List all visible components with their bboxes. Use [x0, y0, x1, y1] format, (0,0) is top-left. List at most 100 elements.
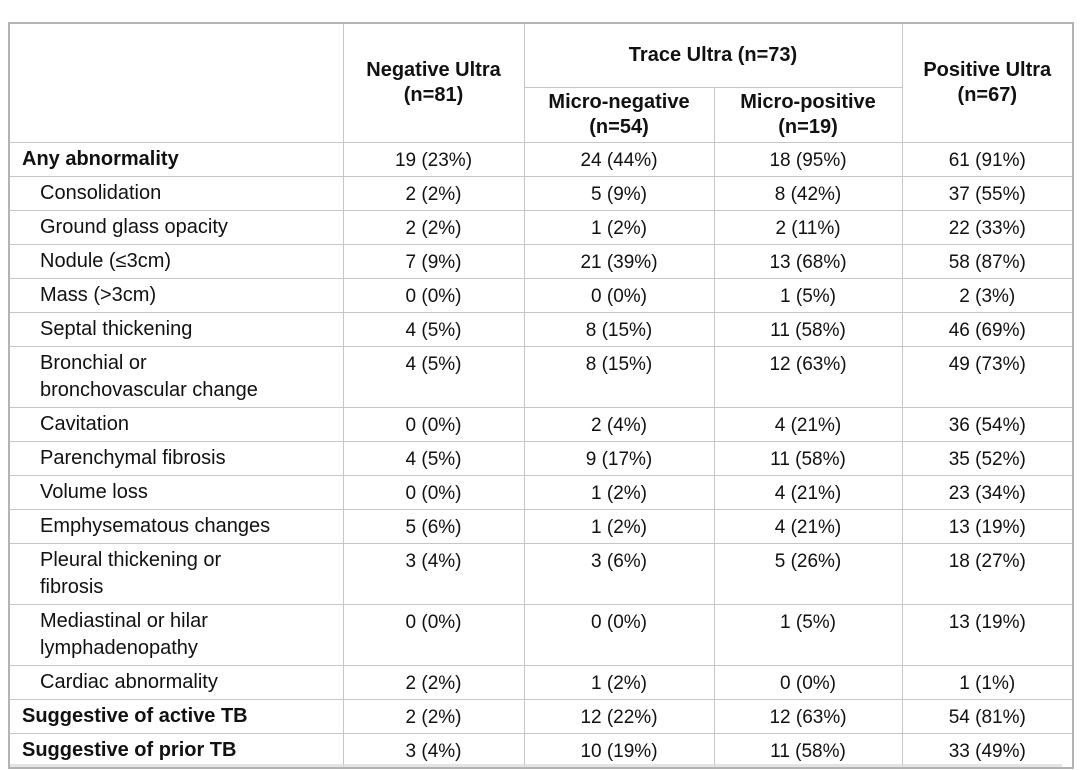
table-body: Any abnormality 19 (23%) 24 (44%) 18 (95… [8, 141, 1074, 768]
table-row: Volume loss 0 (0%) 1 (2%) 4 (21%) 23 (34… [8, 474, 1074, 510]
cell-micro-positive: 11 (58%) [713, 732, 903, 768]
cell-positive-ultra: 49 (73%) [901, 345, 1074, 408]
cell-positive-ultra: 36 (54%) [901, 406, 1074, 442]
cell-negative-ultra: 4 (5%) [342, 345, 525, 408]
table-row: Consolidation 2 (2%) 5 (9%) 8 (42%) 37 (… [8, 175, 1074, 211]
cell-micro-positive: 1 (5%) [713, 277, 903, 313]
cell-micro-positive: 12 (63%) [713, 345, 903, 408]
cell-micro-negative: 8 (15%) [523, 345, 715, 408]
row-label: Pleural thickening or fibrosis [8, 542, 344, 605]
cell-micro-positive: 5 (26%) [713, 542, 903, 605]
row-label: Cavitation [8, 406, 344, 442]
cell-positive-ultra: 13 (19%) [901, 603, 1074, 666]
table-row: Emphysematous changes 5 (6%) 1 (2%) 4 (2… [8, 508, 1074, 544]
row-label: Cardiac abnormality [8, 664, 344, 700]
corner-cell [8, 22, 344, 143]
cell-micro-negative: 24 (44%) [523, 141, 715, 177]
row-label: Suggestive of prior TB [8, 732, 344, 768]
cell-negative-ultra: 0 (0%) [342, 406, 525, 442]
row-label: Emphysematous changes [8, 508, 344, 544]
cell-positive-ultra: 23 (34%) [901, 474, 1074, 510]
cell-negative-ultra: 0 (0%) [342, 277, 525, 313]
cell-micro-negative: 2 (4%) [523, 406, 715, 442]
table-row: Septal thickening 4 (5%) 8 (15%) 11 (58%… [8, 311, 1074, 347]
table-row: Any abnormality 19 (23%) 24 (44%) 18 (95… [8, 141, 1074, 177]
cell-positive-ultra: 35 (52%) [901, 440, 1074, 476]
cell-micro-negative: 0 (0%) [523, 277, 715, 313]
row-label: Bronchial or bronchovascular change [8, 345, 344, 408]
cell-negative-ultra: 3 (4%) [342, 542, 525, 605]
row-label: Any abnormality [8, 141, 344, 177]
cell-positive-ultra: 37 (55%) [901, 175, 1074, 211]
cell-positive-ultra: 18 (27%) [901, 542, 1074, 605]
cell-micro-negative: 1 (2%) [523, 508, 715, 544]
cell-micro-positive: 13 (68%) [713, 243, 903, 279]
table-header: Negative Ultra (n=81) Trace Ultra (n=73)… [8, 22, 1074, 143]
table-row: Cardiac abnormality 2 (2%) 1 (2%) 0 (0%)… [8, 664, 1074, 700]
row-label: Parenchymal fibrosis [8, 440, 344, 476]
cell-micro-positive: 12 (63%) [713, 698, 903, 734]
cell-micro-negative: 0 (0%) [523, 603, 715, 666]
table-row: Cavitation 0 (0%) 2 (4%) 4 (21%) 36 (54%… [8, 406, 1074, 442]
cell-micro-negative: 12 (22%) [523, 698, 715, 734]
table-row: Pleural thickening or fibrosis 3 (4%) 3 … [8, 542, 1074, 605]
table-row: Suggestive of prior TB 3 (4%) 10 (19%) 1… [8, 732, 1074, 768]
table-row: Ground glass opacity 2 (2%) 1 (2%) 2 (11… [8, 209, 1074, 245]
cell-micro-positive: 18 (95%) [713, 141, 903, 177]
row-label: Nodule (≤3cm) [8, 243, 344, 279]
cell-micro-negative: 8 (15%) [523, 311, 715, 347]
row-label: Ground glass opacity [8, 209, 344, 245]
cell-micro-positive: 1 (5%) [713, 603, 903, 666]
cell-positive-ultra: 13 (19%) [901, 508, 1074, 544]
cell-micro-positive: 0 (0%) [713, 664, 903, 700]
cell-negative-ultra: 0 (0%) [342, 603, 525, 666]
cell-micro-negative: 5 (9%) [523, 175, 715, 211]
cell-positive-ultra: 46 (69%) [901, 311, 1074, 347]
cell-micro-positive: 11 (58%) [713, 440, 903, 476]
row-label: Mediastinal or hilar lymphadenopathy [8, 603, 344, 666]
cell-micro-negative: 10 (19%) [523, 732, 715, 768]
cell-negative-ultra: 2 (2%) [342, 698, 525, 734]
cell-micro-positive: 11 (58%) [713, 311, 903, 347]
cell-positive-ultra: 33 (49%) [901, 732, 1074, 768]
row-label: Septal thickening [8, 311, 344, 347]
col-header-trace-ultra: Trace Ultra (n=73) [523, 22, 903, 88]
cell-micro-positive: 2 (11%) [713, 209, 903, 245]
abnormality-table: Negative Ultra (n=81) Trace Ultra (n=73)… [8, 22, 1075, 769]
cell-micro-negative: 1 (2%) [523, 664, 715, 700]
header-row-sub: Micro-negative (n=54) Micro-positive (n=… [9, 86, 1073, 143]
cell-micro-positive: 4 (21%) [713, 508, 903, 544]
cell-micro-positive: 8 (42%) [713, 175, 903, 211]
col-header-negative-ultra: Negative Ultra (n=81) [342, 22, 525, 143]
table-row: Bronchial or bronchovascular change 4 (5… [8, 345, 1074, 408]
header-row-top: Negative Ultra (n=81) Trace Ultra (n=73)… [8, 22, 1074, 143]
cell-micro-positive: 4 (21%) [713, 474, 903, 510]
cell-negative-ultra: 5 (6%) [342, 508, 525, 544]
cell-micro-positive: 4 (21%) [713, 406, 903, 442]
table-row: Suggestive of active TB 2 (2%) 12 (22%) … [8, 698, 1074, 734]
cell-negative-ultra: 4 (5%) [342, 311, 525, 347]
cell-negative-ultra: 19 (23%) [342, 141, 525, 177]
col-header-micro-positive: Micro-positive (n=19) [713, 86, 903, 143]
row-label: Mass (>3cm) [8, 277, 344, 313]
cell-positive-ultra: 61 (91%) [901, 141, 1074, 177]
cell-micro-negative: 1 (2%) [523, 474, 715, 510]
cell-positive-ultra: 22 (33%) [901, 209, 1074, 245]
col-header-micro-negative: Micro-negative (n=54) [523, 86, 715, 143]
row-label: Volume loss [8, 474, 344, 510]
cell-negative-ultra: 2 (2%) [342, 175, 525, 211]
cell-positive-ultra: 58 (87%) [901, 243, 1074, 279]
cell-micro-negative: 21 (39%) [523, 243, 715, 279]
page-bottom-shadow [10, 764, 1062, 767]
cell-positive-ultra: 2 (3%) [901, 277, 1074, 313]
cell-positive-ultra: 54 (81%) [901, 698, 1074, 734]
row-label: Suggestive of active TB [8, 698, 344, 734]
col-header-positive-ultra: Positive Ultra (n=67) [901, 22, 1074, 143]
table-row: Parenchymal fibrosis 4 (5%) 9 (17%) 11 (… [8, 440, 1074, 476]
cell-negative-ultra: 2 (2%) [342, 664, 525, 700]
cell-micro-negative: 9 (17%) [523, 440, 715, 476]
table-row: Mass (>3cm) 0 (0%) 0 (0%) 1 (5%) 2 (3%) [8, 277, 1074, 313]
cell-negative-ultra: 2 (2%) [342, 209, 525, 245]
row-label: Consolidation [8, 175, 344, 211]
